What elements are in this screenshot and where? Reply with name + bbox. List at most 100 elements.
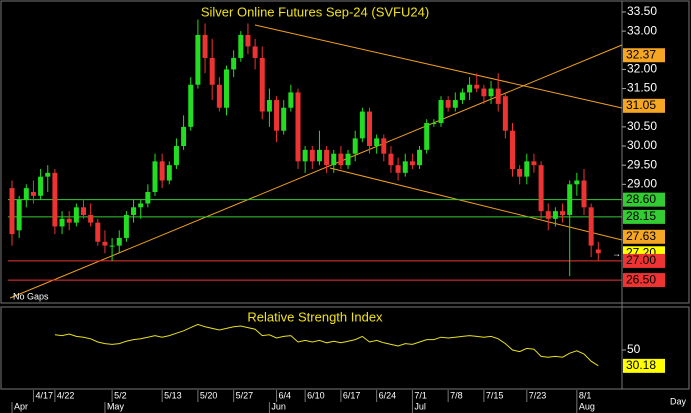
- x-tick-label: 5/27: [236, 390, 254, 400]
- candle-body: [224, 69, 229, 108]
- candle-body: [245, 34, 251, 47]
- price-label-box: [623, 48, 665, 63]
- y-tick-label: 50: [627, 342, 641, 356]
- candle-body: [467, 84, 473, 93]
- candle-body: [152, 161, 158, 192]
- candle-body: [409, 161, 415, 166]
- candle-body: [209, 57, 215, 85]
- price-label: 26.50: [626, 272, 656, 286]
- candle-body: [238, 34, 244, 58]
- candle-body: [252, 46, 258, 58]
- candle-body: [438, 100, 444, 124]
- candle-body: [510, 130, 515, 170]
- y-tick-label: 33.50: [627, 4, 657, 18]
- candle-body: [173, 146, 179, 166]
- x-tick-label: 8/1: [579, 390, 592, 400]
- rsi-value-box: [623, 358, 665, 373]
- x-tick-label: 4/17: [35, 390, 53, 400]
- note: No Gaps: [13, 291, 49, 301]
- x-tick-label: 4/22: [57, 390, 75, 400]
- candle-body: [567, 184, 573, 215]
- candle-body: [188, 84, 194, 127]
- candle-body: [59, 218, 65, 227]
- candle-body: [417, 149, 423, 166]
- x-tick-label: 5/20: [200, 390, 218, 400]
- x-tick-label: 5/13: [164, 390, 182, 400]
- price-label-box: [623, 273, 665, 288]
- month-label: Aug: [579, 401, 595, 411]
- y-tick-label: 33.00: [627, 23, 657, 37]
- candle-body: [195, 34, 201, 85]
- candle-body: [288, 92, 294, 108]
- y-tick-label: 32.00: [627, 62, 657, 76]
- candle-body: [395, 165, 401, 173]
- rsi-value-label: 30.18: [626, 358, 656, 372]
- candle-body: [524, 161, 530, 177]
- price-label-box: [623, 253, 665, 268]
- candle-body: [231, 57, 237, 70]
- x-axis-label: Day: [670, 396, 687, 406]
- candle-body: [352, 138, 358, 154]
- candle-body: [538, 165, 544, 212]
- month-label: Jun: [271, 401, 286, 411]
- price-label-box: [623, 209, 665, 224]
- candle-body: [481, 88, 487, 97]
- candle-body: [459, 92, 465, 101]
- candle-body: [274, 100, 280, 131]
- candle-body: [88, 214, 94, 223]
- rsi-title: Relative Strength Index: [247, 309, 383, 324]
- candle-body: [474, 84, 480, 89]
- month-label: Apr: [14, 401, 28, 411]
- candle-body: [431, 123, 437, 125]
- price-label-box: [623, 192, 665, 207]
- x-tick-label: 7/1: [414, 390, 427, 400]
- month-label: Jul: [414, 401, 426, 411]
- candle-body: [367, 111, 372, 147]
- candle-body: [531, 161, 537, 166]
- candle-body: [95, 222, 101, 242]
- candle-body: [495, 88, 501, 104]
- x-tick-label: 6/17: [343, 390, 361, 400]
- candle-body: [16, 199, 22, 231]
- candle-body: [73, 207, 79, 223]
- rsi-panel: [0, 306, 690, 390]
- y-tick-label: 30.00: [627, 138, 657, 152]
- candle-body: [381, 138, 387, 154]
- candle-body: [216, 84, 222, 108]
- trendline: [254, 24, 623, 109]
- candle-body: [116, 237, 122, 246]
- candle-body: [138, 203, 144, 208]
- candle-body: [338, 153, 344, 166]
- candle-body: [545, 211, 551, 219]
- candle-body: [123, 214, 129, 238]
- x-tick-label: 5/2: [114, 390, 127, 400]
- candle-body: [23, 188, 29, 200]
- candle-body: [109, 245, 115, 247]
- candle-body: [345, 153, 351, 166]
- candle-body: [309, 149, 315, 162]
- price-label-box: [623, 98, 665, 113]
- x-tick-label: 6/24: [379, 390, 397, 400]
- candle-body: [166, 165, 172, 181]
- price-label: 28.15: [626, 209, 656, 223]
- candle-body: [452, 100, 458, 108]
- price-label-box: [623, 229, 665, 244]
- candle-body: [281, 107, 287, 131]
- candle-body: [488, 88, 494, 97]
- candle-body: [517, 169, 523, 177]
- candle-body: [402, 161, 408, 173]
- candle-body: [295, 92, 301, 162]
- candle-body: [331, 153, 337, 166]
- price-arrow: →: [612, 248, 621, 258]
- x-tick-label: 7/8: [450, 390, 463, 400]
- candle-body: [316, 149, 322, 162]
- candle-body: [181, 126, 187, 147]
- x-tick-label: 7/15: [486, 390, 504, 400]
- y-tick-label: 30.50: [627, 119, 657, 133]
- candle-body: [102, 241, 108, 246]
- y-tick-label: 29.50: [627, 157, 657, 171]
- candle-body: [259, 57, 265, 112]
- candle-body: [52, 172, 58, 227]
- candle-body: [302, 149, 308, 162]
